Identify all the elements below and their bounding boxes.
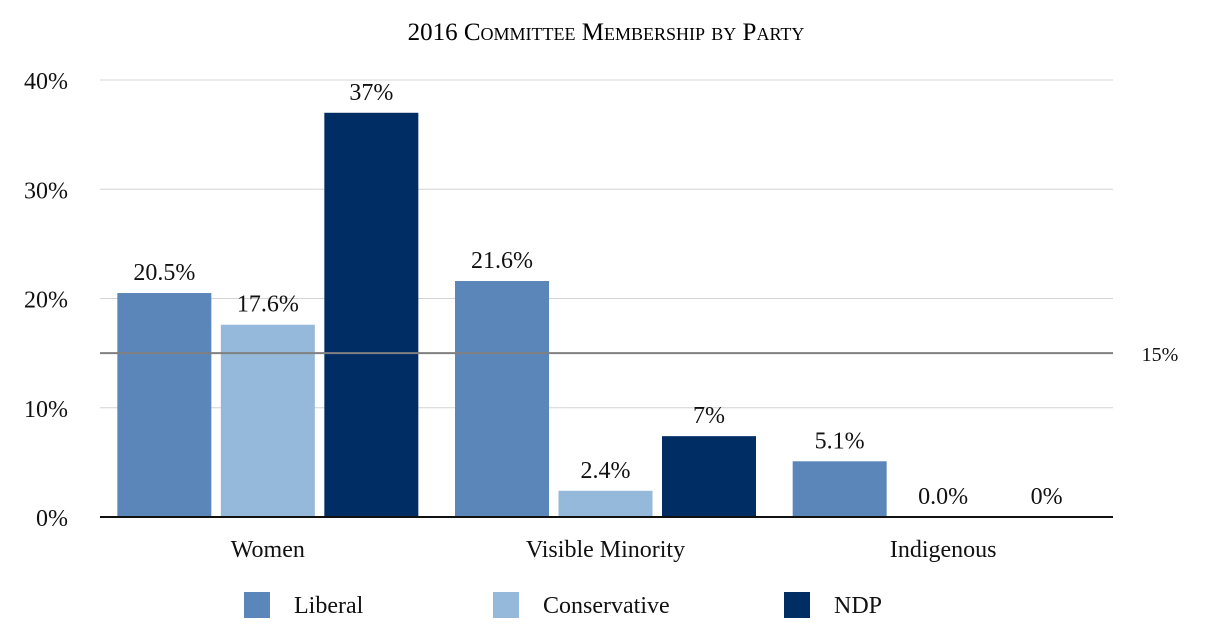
y-tick-label: 0%	[36, 506, 68, 532]
data-label: 0%	[1031, 484, 1063, 510]
x-tick-label: Indigenous	[890, 537, 997, 563]
y-tick-label: 10%	[24, 397, 68, 423]
x-tick-label: Visible Minority	[526, 537, 685, 563]
bar-liberal	[117, 293, 212, 517]
y-tick-label: 40%	[24, 69, 68, 95]
legend-swatch-liberal	[244, 592, 270, 618]
legend-label: Liberal	[294, 593, 364, 619]
legend-swatch-ndp	[784, 592, 810, 618]
data-label: 5.1%	[815, 428, 865, 454]
bar-liberal	[792, 461, 887, 517]
reference-line-label: 15%	[1142, 344, 1179, 366]
bar-ndp	[324, 112, 419, 518]
legend-swatch-conservative	[493, 592, 519, 618]
bar-conservative	[220, 324, 315, 517]
data-label: 21.6%	[471, 248, 533, 274]
y-tick-label: 30%	[24, 178, 68, 204]
legend-label: NDP	[834, 593, 882, 619]
data-label: 37%	[349, 80, 393, 106]
bar-ndp	[662, 436, 756, 517]
y-tick-label: 20%	[24, 288, 68, 314]
data-label: 7%	[693, 403, 725, 429]
data-label: 0.0%	[918, 484, 968, 510]
bar-conservative	[558, 490, 653, 517]
bar-liberal	[455, 281, 549, 517]
x-tick-label: Women	[231, 537, 305, 563]
chart-title: 2016 Committee Membership by Party	[408, 19, 805, 46]
data-label: 2.4%	[581, 458, 631, 484]
legend-label: Conservative	[543, 593, 670, 619]
data-label: 20.5%	[133, 260, 195, 286]
data-label: 17.6%	[237, 292, 299, 318]
